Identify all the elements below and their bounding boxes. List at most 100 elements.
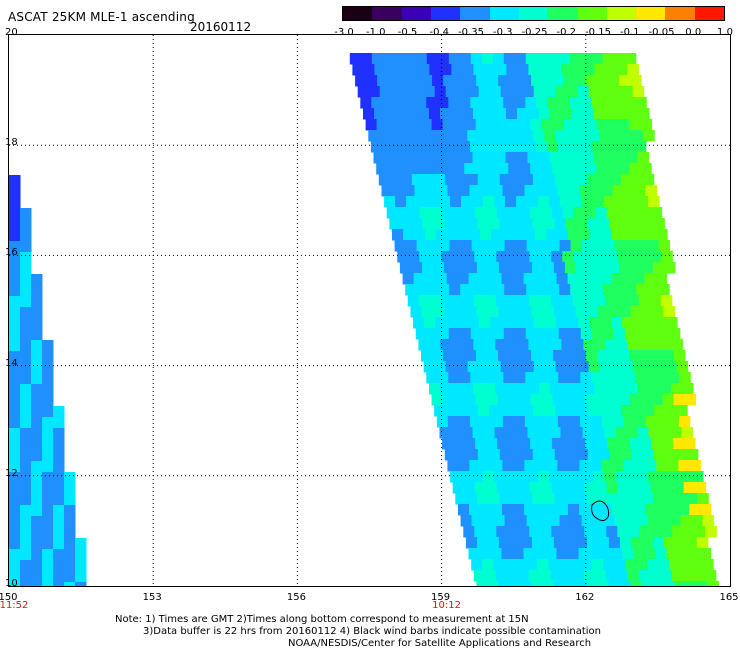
data-cell bbox=[696, 537, 709, 549]
data-cell bbox=[451, 64, 463, 76]
data-cell bbox=[671, 383, 683, 395]
data-cell bbox=[451, 339, 463, 351]
data-cell bbox=[20, 527, 32, 539]
data-cell bbox=[573, 526, 585, 538]
data-cell bbox=[519, 438, 531, 450]
data-cell bbox=[434, 130, 446, 142]
data-cell bbox=[576, 449, 589, 461]
data-cell bbox=[437, 53, 450, 65]
data-cell bbox=[546, 416, 559, 428]
data-cell bbox=[552, 394, 565, 406]
data-cell bbox=[478, 405, 490, 417]
data-cell bbox=[636, 515, 649, 527]
data-cell bbox=[395, 196, 407, 208]
data-cell bbox=[649, 295, 662, 307]
data-cell bbox=[528, 570, 541, 582]
data-cell bbox=[531, 262, 544, 274]
data-cell bbox=[689, 460, 701, 472]
data-cell bbox=[457, 317, 469, 329]
data-cell bbox=[64, 549, 76, 561]
data-cell bbox=[550, 108, 562, 120]
data-cell bbox=[579, 460, 591, 472]
data-cell bbox=[9, 483, 21, 495]
data-cell bbox=[537, 559, 549, 571]
data-cell bbox=[660, 383, 672, 395]
data-cell bbox=[581, 515, 594, 527]
data-cell bbox=[20, 296, 32, 308]
data-cell bbox=[582, 427, 594, 439]
data-cell bbox=[421, 75, 433, 87]
data-cell bbox=[399, 262, 412, 274]
data-cell bbox=[484, 108, 496, 120]
longitude-tick-label: 165 bbox=[719, 592, 739, 603]
data-cell bbox=[694, 482, 707, 494]
data-cell bbox=[580, 53, 593, 65]
data-cell bbox=[466, 218, 478, 230]
data-cell bbox=[31, 307, 43, 319]
data-cell bbox=[20, 395, 32, 407]
data-cell bbox=[397, 251, 409, 263]
data-cell bbox=[597, 262, 610, 274]
data-cell bbox=[663, 262, 676, 274]
data-cell bbox=[31, 461, 43, 473]
data-cell bbox=[697, 493, 709, 505]
data-cell bbox=[588, 361, 601, 373]
data-cell bbox=[429, 339, 441, 351]
data-cell bbox=[500, 130, 512, 142]
data-cell bbox=[549, 471, 561, 483]
data-cell bbox=[527, 152, 539, 164]
data-cell bbox=[586, 262, 599, 274]
data-cell bbox=[564, 350, 576, 362]
data-cell bbox=[631, 449, 644, 461]
data-cell bbox=[492, 372, 504, 384]
data-cell bbox=[430, 207, 443, 219]
data-cell bbox=[64, 571, 76, 583]
data-cell bbox=[382, 97, 394, 109]
data-cell bbox=[405, 284, 417, 296]
data-cell bbox=[562, 251, 574, 263]
data-cell bbox=[569, 372, 581, 384]
data-cell bbox=[386, 207, 399, 219]
data-cell bbox=[410, 262, 423, 274]
data-cell bbox=[649, 383, 661, 395]
data-cell bbox=[422, 218, 434, 230]
data-cell bbox=[686, 449, 699, 461]
data-cell bbox=[566, 130, 578, 142]
data-cell bbox=[622, 548, 634, 560]
data-cell bbox=[20, 307, 32, 319]
data-cell bbox=[53, 582, 65, 586]
data-cell bbox=[42, 527, 54, 539]
data-cell bbox=[448, 97, 460, 109]
data-cell bbox=[615, 427, 627, 439]
data-cell bbox=[431, 119, 444, 131]
data-cell bbox=[705, 526, 717, 538]
data-cell bbox=[576, 493, 588, 505]
data-cell bbox=[555, 130, 567, 142]
data-cell bbox=[513, 229, 525, 241]
data-cell bbox=[488, 493, 500, 505]
data-cell bbox=[563, 119, 576, 131]
data-cell bbox=[613, 372, 625, 384]
data-cell bbox=[548, 284, 560, 296]
data-cell bbox=[608, 262, 621, 274]
data-cell bbox=[445, 361, 458, 373]
data-cell bbox=[75, 582, 87, 586]
data-cell bbox=[634, 460, 646, 472]
data-cell bbox=[585, 119, 598, 131]
data-cell bbox=[542, 306, 554, 318]
data-cell bbox=[528, 295, 541, 307]
data-cell bbox=[440, 383, 452, 395]
data-cell bbox=[609, 174, 622, 186]
data-cell bbox=[572, 64, 584, 76]
data-cell bbox=[622, 273, 635, 285]
data-cell bbox=[20, 274, 32, 286]
data-cell bbox=[443, 350, 455, 362]
data-cell bbox=[42, 538, 54, 550]
data-cell bbox=[497, 163, 509, 175]
data-cell bbox=[439, 427, 451, 439]
data-cell bbox=[472, 427, 484, 439]
data-cell bbox=[619, 350, 631, 362]
data-cell bbox=[575, 350, 587, 362]
data-cell bbox=[626, 196, 638, 208]
data-cell bbox=[498, 581, 510, 586]
